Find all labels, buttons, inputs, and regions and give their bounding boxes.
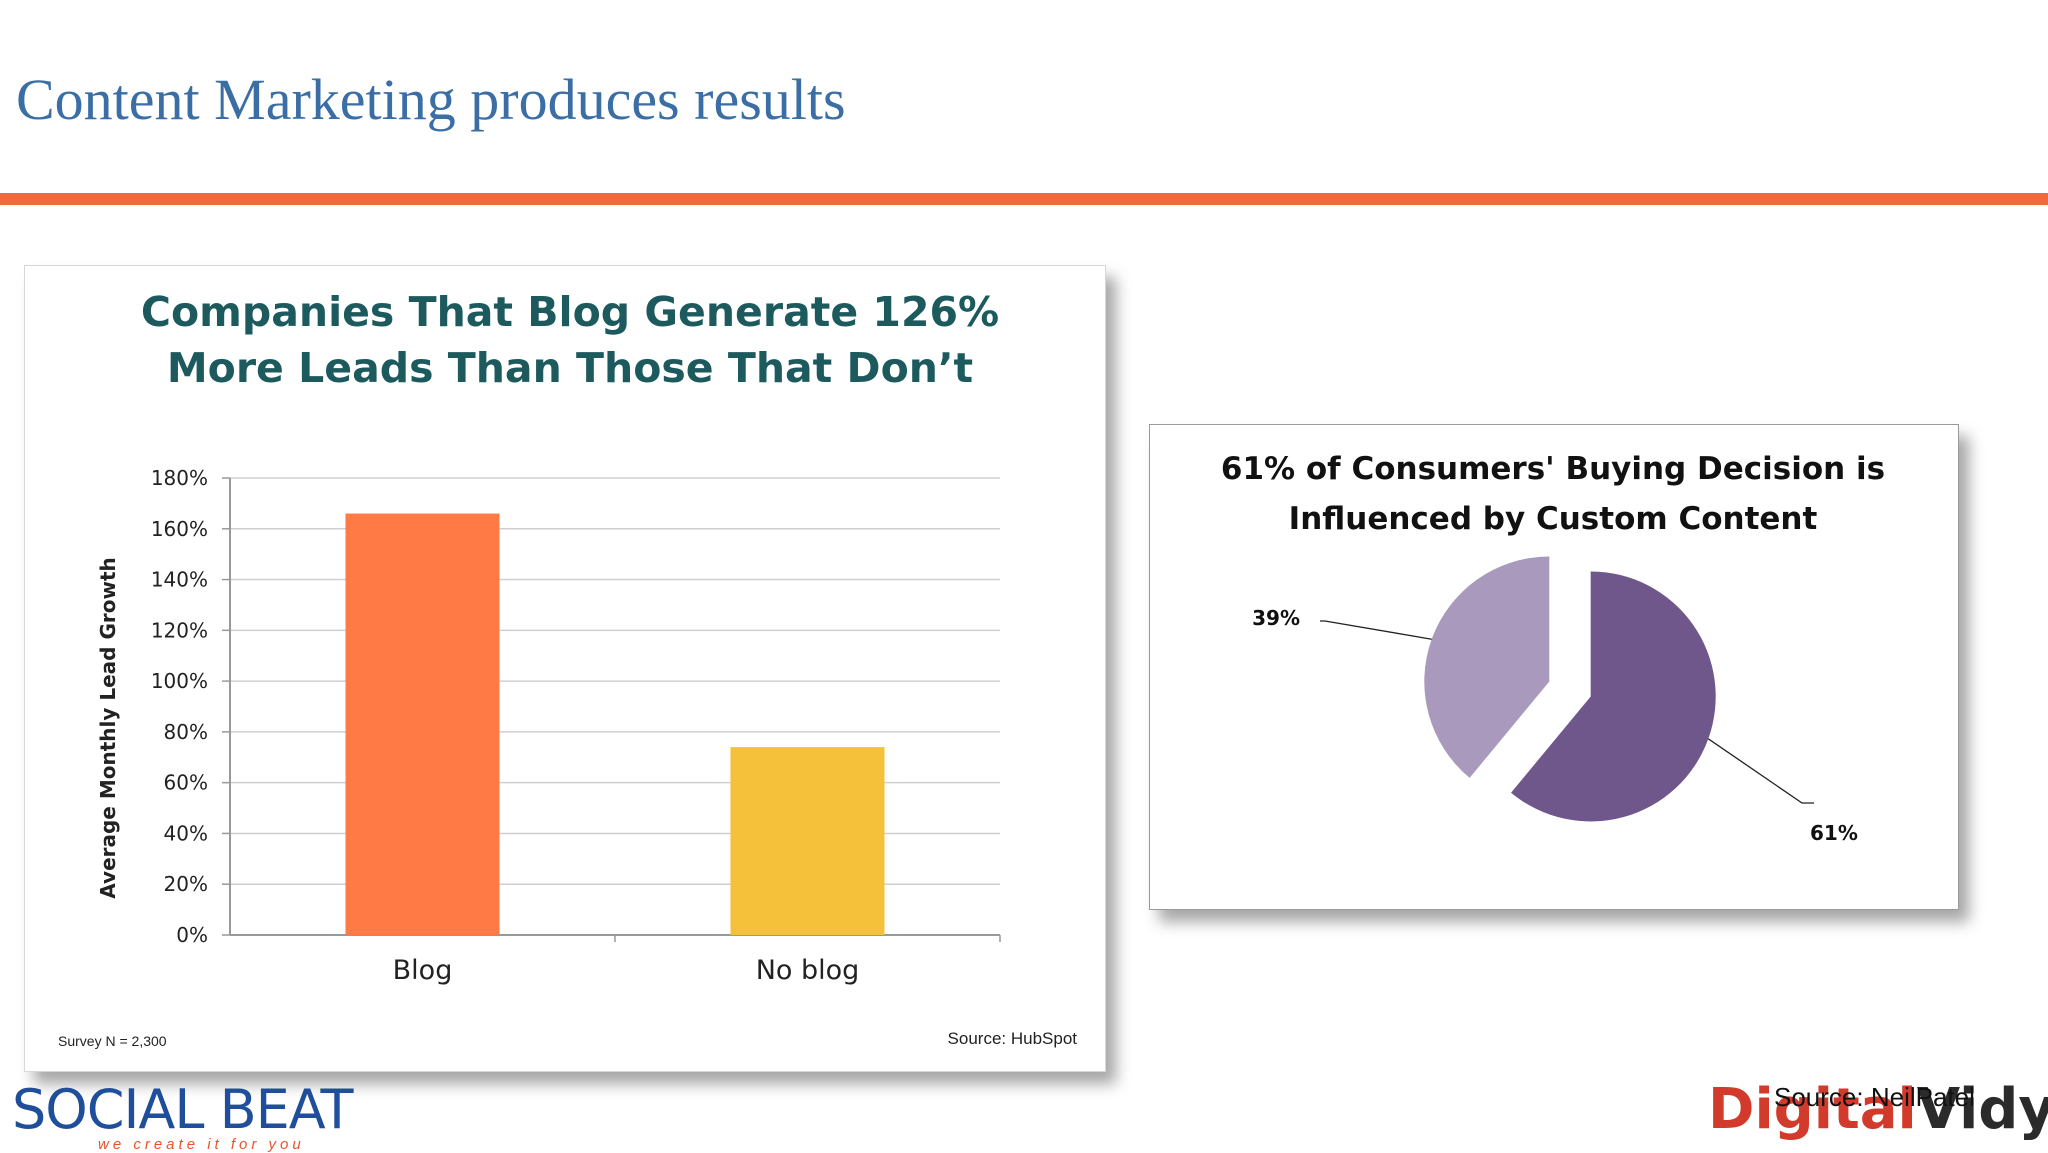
digital-vidya-word-2: Vidya xyxy=(1916,1077,2048,1142)
bar-chart-card: Companies That Blog Generate 126% More L… xyxy=(24,265,1106,1072)
leader-line xyxy=(1707,738,1814,804)
bar-blog xyxy=(345,513,500,935)
bar-no-blog xyxy=(730,747,885,935)
y-tick-label: 140% xyxy=(151,568,208,592)
pie-slice-39 xyxy=(1424,556,1550,778)
pie-slice-label: 61% xyxy=(1810,821,1858,845)
survey-footnote: Survey N = 2,300 xyxy=(58,1033,167,1049)
digital-vidya-word-1: Digital xyxy=(1708,1077,1917,1142)
pie-chart-title-line-2: Influenced by Custom Content xyxy=(1289,501,1818,537)
y-tick-label: 120% xyxy=(151,618,208,642)
x-tick-label: Blog xyxy=(393,955,453,986)
x-tick-labels: Blog No blog xyxy=(393,955,860,986)
x-tick-label: No blog xyxy=(756,955,860,986)
social-beat-tagline: we create it for you xyxy=(98,1136,305,1153)
bars xyxy=(345,513,885,935)
bar-chart-title-line-2: More Leads Than Those That Don’t xyxy=(167,344,973,392)
y-tick-label: 0% xyxy=(176,923,208,947)
pie-slice-label: 39% xyxy=(1252,606,1300,630)
y-tick-labels: 0% 20% 40% 60% 80% 100% 120% 140% 160% 180% xyxy=(151,466,208,947)
y-tick-label: 60% xyxy=(164,771,208,795)
y-tick-label: 180% xyxy=(151,466,208,490)
y-tick-label: 160% xyxy=(151,517,208,541)
hubspot-source: Source: HubSpot xyxy=(948,1029,1078,1048)
leader-line xyxy=(1320,620,1432,640)
slide-title: Content Marketing produces results xyxy=(16,67,846,132)
source-note: Source: NeilPatel xyxy=(1774,1082,1975,1112)
social-beat-logo: SOCIAL BEAT we create it for you xyxy=(12,1078,354,1153)
pie-slice-61 xyxy=(1511,571,1716,822)
title-divider xyxy=(0,193,2048,205)
y-tick-label: 20% xyxy=(164,872,208,896)
bar-chart: Companies That Blog Generate 126% More L… xyxy=(58,288,1078,1049)
pie-chart-title-line-1: 61% of Consumers' Buying Decision is xyxy=(1221,451,1885,487)
y-tick-label: 80% xyxy=(164,720,208,744)
y-axis-label: Average Monthly Lead Growth xyxy=(96,557,120,898)
y-tick-label: 100% xyxy=(151,669,208,693)
pie-slices: 61% 39% xyxy=(1252,556,1858,845)
pie-chart-card: 61% of Consumers' Buying Decision is Inf… xyxy=(1149,424,1959,910)
y-tick-label: 40% xyxy=(164,821,208,845)
digital-vidya-logo: DigitalVidya xyxy=(1708,1078,2048,1142)
pie-chart: 61% of Consumers' Buying Decision is Inf… xyxy=(1221,451,1885,845)
social-beat-brand: SOCIAL BEAT xyxy=(12,1078,354,1141)
bar-chart-title-line-1: Companies That Blog Generate 126% xyxy=(141,288,999,336)
